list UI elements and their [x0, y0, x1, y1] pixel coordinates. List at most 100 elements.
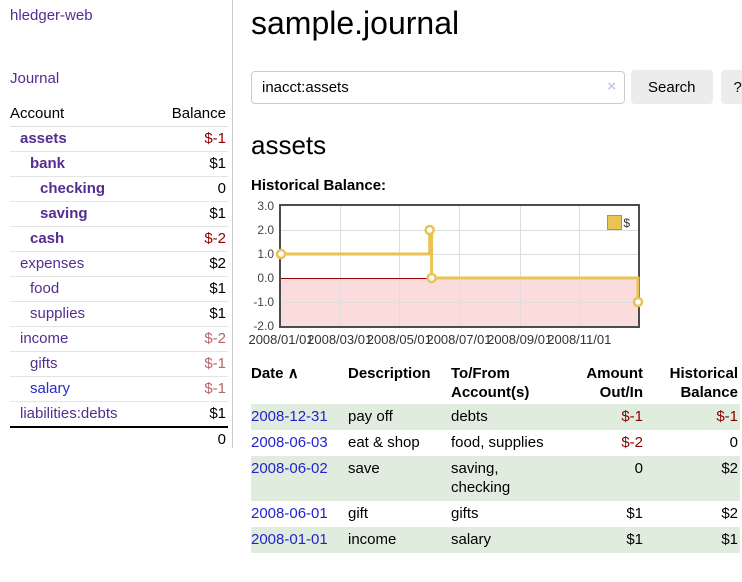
account-row: liabilities:debts $1 — [10, 401, 228, 428]
search-button[interactable]: Search — [631, 70, 713, 104]
sidebar-item-journal[interactable]: Journal — [10, 70, 60, 87]
account-row: bank $1 — [10, 151, 228, 177]
legend-label: $ — [623, 215, 630, 230]
transaction-description: eat & shop — [348, 434, 420, 451]
amount-column-header: Amount Out/In — [586, 365, 643, 401]
account-row: supplies $1 — [10, 301, 228, 327]
account-column-header: Account — [10, 102, 154, 127]
x-tick-label: 2008/09/01 — [487, 332, 553, 347]
app-title-link[interactable]: hledger-web — [10, 7, 93, 24]
account-balance: $1 — [153, 301, 228, 327]
transaction-balance: 0 — [729, 434, 738, 451]
account-row: checking 0 — [10, 176, 228, 202]
sort-ascending-icon: ∧ — [287, 365, 299, 382]
chart-legend: $ — [607, 215, 630, 230]
search-box: × — [251, 70, 625, 104]
account-heading: assets — [251, 130, 327, 160]
description-column-header: Description — [348, 365, 431, 382]
account-balance: $-1 — [153, 376, 228, 402]
transaction-accounts: saving, checking — [451, 460, 511, 496]
transaction-description: gift — [348, 505, 369, 522]
account-row: assets $-1 — [10, 126, 228, 152]
account-link-food[interactable]: food — [30, 280, 60, 297]
transaction-amount: 0 — [634, 460, 643, 477]
transaction-date-link[interactable]: 2008-06-01 — [251, 505, 328, 522]
transaction-date-link[interactable]: 2008-06-02 — [251, 460, 328, 477]
transaction-accounts: debts — [451, 408, 488, 425]
x-tick-label: 2008/11/01 — [547, 332, 612, 347]
register-row: 2008-01-01 income salary $1 $1 — [251, 527, 740, 553]
x-tick-label: 2008/07/01 — [426, 332, 492, 347]
transaction-accounts: food, supplies — [451, 434, 544, 451]
register-row: 2008-12-31 pay off debts $-1 $-1 — [251, 404, 740, 430]
search-input[interactable] — [251, 70, 625, 104]
transaction-balance: $2 — [721, 505, 738, 522]
account-row: saving $1 — [10, 201, 228, 227]
account-link-expenses[interactable]: expenses — [20, 255, 85, 272]
clear-search-icon[interactable]: × — [607, 77, 616, 95]
account-total-row: 0 — [10, 426, 228, 452]
account-total-balance: 0 — [153, 426, 228, 452]
date-column-header: Date ∧ — [251, 365, 299, 382]
account-link-income[interactable]: income — [20, 330, 69, 347]
transaction-amount: $-1 — [621, 408, 643, 425]
page-title: sample.journal — [251, 5, 460, 41]
transaction-accounts: gifts — [451, 505, 479, 522]
x-tick-label: 2008/03/01 — [307, 332, 373, 347]
register-row: 2008-06-02 save saving, checking 0 $2 — [251, 456, 740, 501]
account-link-cash[interactable]: cash — [30, 230, 65, 247]
register-row: 2008-06-01 gift gifts $1 $2 — [251, 501, 740, 527]
account-link-liabilities-debts[interactable]: liabilities:debts — [20, 405, 118, 422]
register-table: Date ∧ Description To/From Account(s) Am… — [251, 362, 740, 553]
account-link-checking[interactable]: checking — [40, 180, 106, 197]
account-link-salary[interactable]: salary — [30, 380, 71, 397]
y-tick-label: 1.0 — [257, 247, 274, 261]
transaction-amount: $1 — [626, 505, 643, 522]
transaction-description: income — [348, 531, 397, 548]
y-tick-label: 3.0 — [257, 199, 274, 213]
transaction-date-link[interactable]: 2008-12-31 — [251, 408, 328, 425]
legend-swatch-icon — [607, 215, 623, 230]
account-row: salary $-1 — [10, 376, 228, 402]
balance-column-header: Historical Balance — [669, 365, 738, 401]
transaction-amount: $1 — [626, 531, 643, 548]
transaction-date-link[interactable]: 2008-01-01 — [251, 531, 328, 548]
help-button[interactable]: ? — [720, 70, 742, 104]
account-balance: $-1 — [153, 351, 228, 377]
account-balance: $-1 — [153, 126, 228, 152]
account-balance: $1 — [153, 276, 228, 302]
account-balance: $1 — [153, 151, 228, 177]
register-row: 2008-06-03 eat & shop food, supplies $-2… — [251, 430, 740, 456]
account-balance-table: Account Balance assets $-1 bank $1 check… — [10, 102, 228, 452]
account-link-supplies[interactable]: supplies — [30, 305, 86, 322]
account-balance: $1 — [153, 401, 228, 428]
account-balance: $-2 — [153, 226, 228, 252]
transaction-balance: $2 — [721, 460, 738, 477]
account-link-assets[interactable]: assets — [20, 130, 67, 147]
account-row: expenses $2 — [10, 251, 228, 277]
transaction-date-link[interactable]: 2008-06-03 — [251, 434, 328, 451]
sidebar: hledger-web Journal Account Balance asse… — [0, 0, 233, 452]
y-tick-label: -2.0 — [253, 319, 274, 333]
account-table-header: Account Balance — [10, 102, 228, 127]
account-balance: $2 — [153, 251, 228, 277]
account-row: income $-2 — [10, 326, 228, 352]
account-balance: $1 — [153, 201, 228, 227]
main-content: sample.journal × Search ? assets Histori… — [233, 0, 742, 553]
y-tick-label: -1.0 — [253, 295, 274, 309]
accounts-column-header: To/From Account(s) — [451, 365, 530, 401]
chart-plot: $ — [275, 204, 644, 328]
x-tick-label: 2008/05/01 — [366, 332, 432, 347]
transaction-description: pay off — [348, 408, 393, 425]
transaction-balance: $-1 — [716, 408, 738, 425]
account-balance: 0 — [153, 176, 228, 202]
account-link-gifts[interactable]: gifts — [30, 355, 58, 372]
transaction-balance: $1 — [721, 531, 738, 548]
account-link-saving[interactable]: saving — [40, 205, 88, 222]
x-tick-label: 2008/01/01 — [248, 332, 314, 347]
y-tick-label: 2.0 — [257, 223, 274, 237]
account-link-bank[interactable]: bank — [30, 155, 66, 172]
account-row: gifts $-1 — [10, 351, 228, 377]
register-header-row: Date ∧ Description To/From Account(s) Am… — [251, 362, 740, 404]
chart-title: Historical Balance: — [251, 177, 387, 194]
